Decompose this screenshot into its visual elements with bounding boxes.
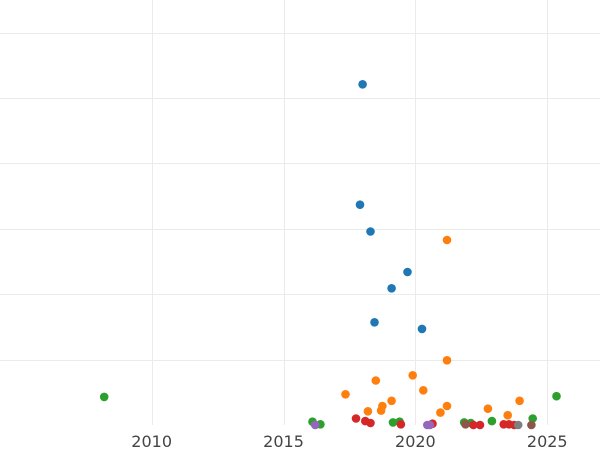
data-point	[388, 418, 398, 427]
points-layer	[99, 80, 561, 430]
data-point	[552, 391, 561, 401]
data-point	[487, 416, 497, 426]
data-point	[417, 324, 427, 334]
series-4	[310, 420, 435, 430]
data-point	[425, 420, 435, 430]
data-point	[363, 407, 373, 416]
data-point	[513, 420, 523, 430]
series-1	[341, 235, 524, 420]
x-tick-label: 2020	[395, 432, 436, 450]
data-point	[310, 420, 320, 430]
data-point	[469, 420, 478, 430]
data-point	[528, 414, 537, 423]
data-point	[527, 420, 536, 430]
data-point	[351, 414, 361, 423]
data-point	[99, 392, 109, 402]
data-point	[403, 267, 412, 277]
series-6	[513, 420, 523, 430]
data-point	[376, 406, 386, 415]
data-point	[442, 356, 452, 365]
data-point	[396, 420, 406, 429]
data-point	[461, 420, 470, 429]
x-tick-labels: 2010 2015 2020 2025	[131, 432, 567, 450]
series-5	[461, 420, 536, 430]
data-point	[370, 318, 379, 327]
data-point	[503, 410, 512, 420]
data-point	[366, 418, 375, 428]
series-0	[355, 80, 427, 334]
data-point	[366, 227, 375, 236]
x-tick-label: 2025	[527, 432, 568, 450]
x-tick-label: 2015	[263, 432, 304, 450]
data-point	[419, 386, 428, 395]
data-point	[355, 200, 365, 209]
data-point	[442, 401, 452, 411]
grid-layer	[0, 0, 600, 425]
data-point	[387, 396, 396, 406]
data-point	[442, 235, 452, 245]
data-point	[371, 376, 381, 385]
data-point	[387, 284, 396, 293]
data-point	[475, 420, 485, 430]
data-point	[436, 408, 445, 417]
data-point	[483, 404, 493, 414]
data-point	[515, 396, 524, 406]
data-point	[358, 80, 367, 89]
data-point	[408, 371, 418, 380]
x-tick-label: 2010	[131, 432, 172, 450]
data-point	[341, 390, 350, 399]
